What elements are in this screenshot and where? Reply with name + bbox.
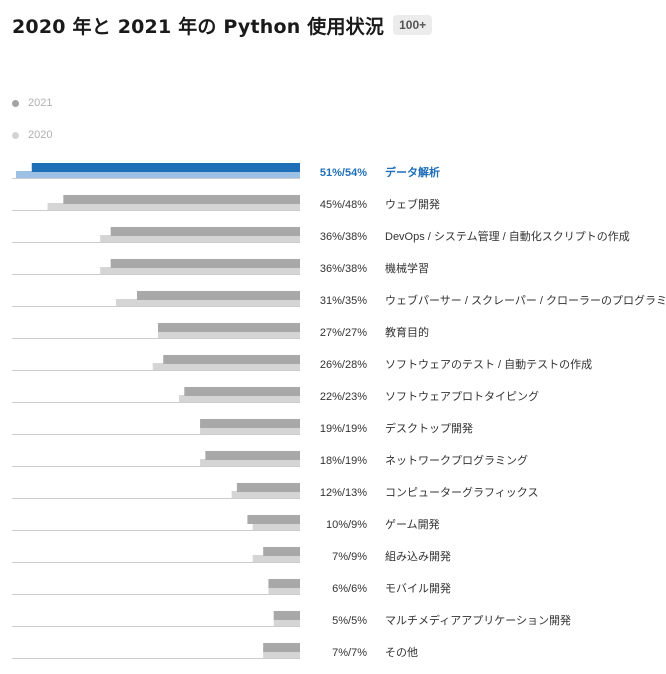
value-label: 27%/27% <box>320 327 367 339</box>
value-label: 5%/5% <box>332 615 367 627</box>
category-label: ソフトウェアのテスト / 自動テストの作成 <box>385 357 592 371</box>
value-label: 6%/6% <box>332 583 367 595</box>
legend-label-2020: 2020 <box>28 129 53 141</box>
value-label: 51%/54% <box>320 167 367 179</box>
bar-2021[interactable] <box>31 163 301 172</box>
bar-2021[interactable] <box>63 195 301 204</box>
bar-2021[interactable] <box>236 483 300 492</box>
bar-2020[interactable] <box>16 171 300 178</box>
count-badge: 100+ <box>393 15 433 35</box>
value-label: 7%/9% <box>332 551 367 563</box>
value-label: 10%/9% <box>326 519 367 531</box>
category-label: ゲーム開発 <box>385 517 440 531</box>
bar-2021[interactable] <box>263 547 300 556</box>
category-label: 組み込み開発 <box>385 549 451 563</box>
category-label: ソフトウェアプロトタイピング <box>385 389 539 403</box>
value-label: 26%/28% <box>320 359 367 371</box>
category-label: ウェブ開発 <box>385 197 440 211</box>
bar-2020[interactable] <box>100 267 300 274</box>
category-label: その他 <box>385 646 418 659</box>
legend-dot-2021 <box>12 99 19 107</box>
value-label: 7%/7% <box>332 647 367 659</box>
value-label: 36%/38% <box>320 231 367 243</box>
bar-2021[interactable] <box>263 643 300 652</box>
category-label: DevOps / システム管理 / 自動化スクリプトの作成 <box>385 229 630 243</box>
bar-2021[interactable] <box>163 355 300 364</box>
bar-2021[interactable] <box>273 611 300 620</box>
category-label: 機械学習 <box>385 261 429 275</box>
legend: 2021 2020 <box>12 95 52 159</box>
bar-2021[interactable] <box>205 451 300 460</box>
bar-2020[interactable] <box>200 459 300 466</box>
bar-2020[interactable] <box>200 427 300 434</box>
chart-header: 2020 年と 2021 年の Python 使用状況 100+ <box>12 12 433 38</box>
bar-2021[interactable] <box>158 323 300 332</box>
bar-2020[interactable] <box>273 619 300 626</box>
bar-2020[interactable] <box>179 395 300 402</box>
category-label: ネットワークプログラミング <box>385 453 528 467</box>
category-label: ウェブパーサー / スクレーパー / クローラーのプログラミング <box>385 293 666 307</box>
value-label: 22%/23% <box>320 391 367 403</box>
bar-2021[interactable] <box>184 387 300 396</box>
bar-2021[interactable] <box>110 259 301 268</box>
value-label: 45%/48% <box>320 199 367 211</box>
chart-title: 2020 年と 2021 年の Python 使用状況 <box>12 15 385 38</box>
category-label: モバイル開発 <box>385 581 451 595</box>
bar-2021[interactable] <box>200 419 300 428</box>
bar-2020[interactable] <box>231 491 300 498</box>
category-label: データ解析 <box>385 165 440 179</box>
category-label: コンピューターグラフィックス <box>385 485 538 499</box>
bar-2020[interactable] <box>263 651 300 658</box>
category-label: マルチメディアアプリケーション開発 <box>385 613 571 627</box>
value-label: 18%/19% <box>320 455 367 467</box>
legend-item-2020[interactable]: 2020 <box>12 127 52 143</box>
bar-2020[interactable] <box>47 203 300 210</box>
legend-dot-2020 <box>12 131 19 139</box>
bar-2020[interactable] <box>100 235 300 242</box>
value-label: 36%/38% <box>320 263 367 275</box>
bar-2021[interactable] <box>136 291 300 300</box>
value-label: 19%/19% <box>320 423 367 435</box>
bar-2020[interactable] <box>158 331 300 338</box>
legend-label-2021: 2021 <box>28 97 53 109</box>
bar-2020[interactable] <box>268 587 300 594</box>
legend-item-2021[interactable]: 2021 <box>12 95 52 111</box>
category-label: デスクトップ開発 <box>385 421 473 435</box>
bar-2020[interactable] <box>252 523 300 530</box>
bar-2021[interactable] <box>268 579 300 588</box>
bar-2020[interactable] <box>152 363 300 370</box>
bar-2021[interactable] <box>247 515 300 524</box>
bar-2020[interactable] <box>115 299 300 306</box>
value-label: 12%/13% <box>320 487 367 499</box>
category-label: 教育目的 <box>385 325 429 339</box>
bar-2020[interactable] <box>252 555 300 562</box>
value-label: 31%/35% <box>320 295 367 307</box>
bar-2021[interactable] <box>110 227 301 236</box>
